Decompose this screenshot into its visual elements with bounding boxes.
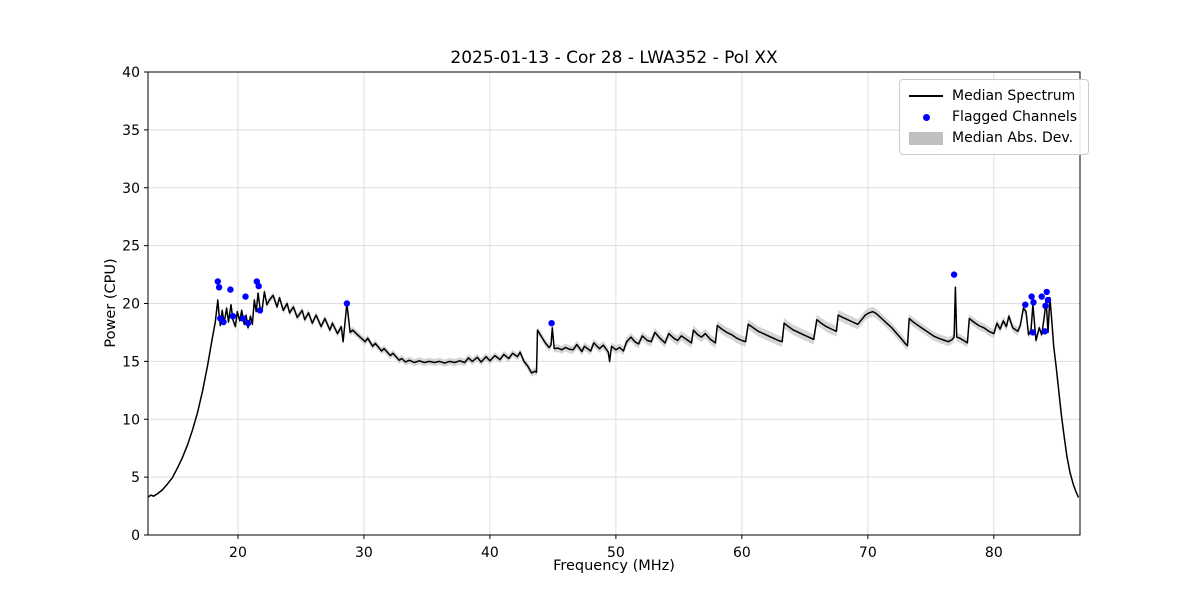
legend-item-median-spectrum: Median Spectrum — [909, 86, 1077, 106]
y-tick-label: 25 — [122, 239, 140, 255]
flagged-channel-dot — [227, 286, 234, 293]
flagged-channel-dot — [1028, 293, 1035, 300]
x-tick-label: 30 — [355, 545, 373, 561]
flagged-channel-dot — [215, 284, 223, 291]
flagged-channel-dot — [244, 320, 252, 327]
median-spectrum-line — [147, 286, 1079, 498]
y-tick-label: 35 — [122, 123, 140, 139]
flagged-channel-dot — [1043, 288, 1050, 296]
median-abs-dev-patch-icon — [909, 131, 943, 145]
flagged-channel-dot — [548, 320, 555, 327]
legend-item-flagged-channels: Flagged Channels — [909, 107, 1077, 127]
x-tick-label: 40 — [481, 545, 499, 561]
x-tick-label: 70 — [859, 545, 877, 561]
flagged-channel-dot — [950, 271, 958, 278]
flagged-channels-dot-icon — [922, 113, 930, 121]
y-tick-label: 30 — [122, 181, 140, 197]
median-spectrum-swatch-cell — [909, 95, 943, 97]
flagged-channel-dot — [239, 315, 247, 322]
legend-label-median-spectrum: Median Spectrum — [952, 88, 1076, 104]
flagged-channel-dot — [343, 300, 351, 307]
flagged-channel-dot — [242, 293, 249, 300]
legend-item-median-abs-dev: Median Abs. Dev. — [909, 128, 1077, 148]
y-axis-label: Power (CPU) — [103, 258, 119, 348]
x-tick-label: 80 — [985, 545, 1003, 561]
y-tick-label: 40 — [122, 65, 140, 81]
y-tick-label: 0 — [131, 528, 140, 544]
legend-label-flagged-channels: Flagged Channels — [952, 109, 1078, 125]
flagged-channel-dot — [1042, 302, 1049, 309]
flagged-channel-dot — [1038, 293, 1045, 300]
flagged-channels-swatch-cell — [909, 113, 943, 121]
x-axis-label: Frequency (MHz) — [553, 558, 675, 574]
mad-band — [148, 282, 1079, 498]
flagged-channel-dot — [1022, 301, 1029, 308]
flagged-channel-dot — [220, 318, 227, 326]
y-tick-label: 15 — [122, 354, 140, 370]
flagged-channel-dot — [214, 278, 221, 285]
flagged-channel-dot — [1044, 296, 1052, 304]
legend: Median Spectrum Flagged Channels Median … — [899, 79, 1090, 155]
flagged-channel-dot — [1029, 329, 1037, 336]
x-tick-label: 50 — [607, 545, 625, 561]
y-tick-label: 10 — [122, 412, 140, 428]
flagged-channel-dot — [255, 282, 262, 290]
x-tick-label: 20 — [229, 545, 247, 561]
flagged-channel-dot — [1041, 328, 1049, 335]
y-tick-label: 5 — [131, 470, 140, 486]
median-abs-dev-swatch-cell — [909, 131, 943, 145]
y-tick-label: 20 — [122, 297, 140, 313]
x-tick-label: 60 — [733, 545, 751, 561]
legend-label-median-abs-dev: Median Abs. Dev. — [952, 130, 1074, 146]
median-spectrum-line-icon — [909, 95, 943, 97]
chart-title: 2025-01-13 - Cor 28 - LWA352 - Pol XX — [450, 48, 778, 68]
flagged-channel-dot — [229, 313, 237, 320]
flagged-channel-dot — [1030, 299, 1037, 306]
flagged-channel-dot — [256, 307, 264, 314]
